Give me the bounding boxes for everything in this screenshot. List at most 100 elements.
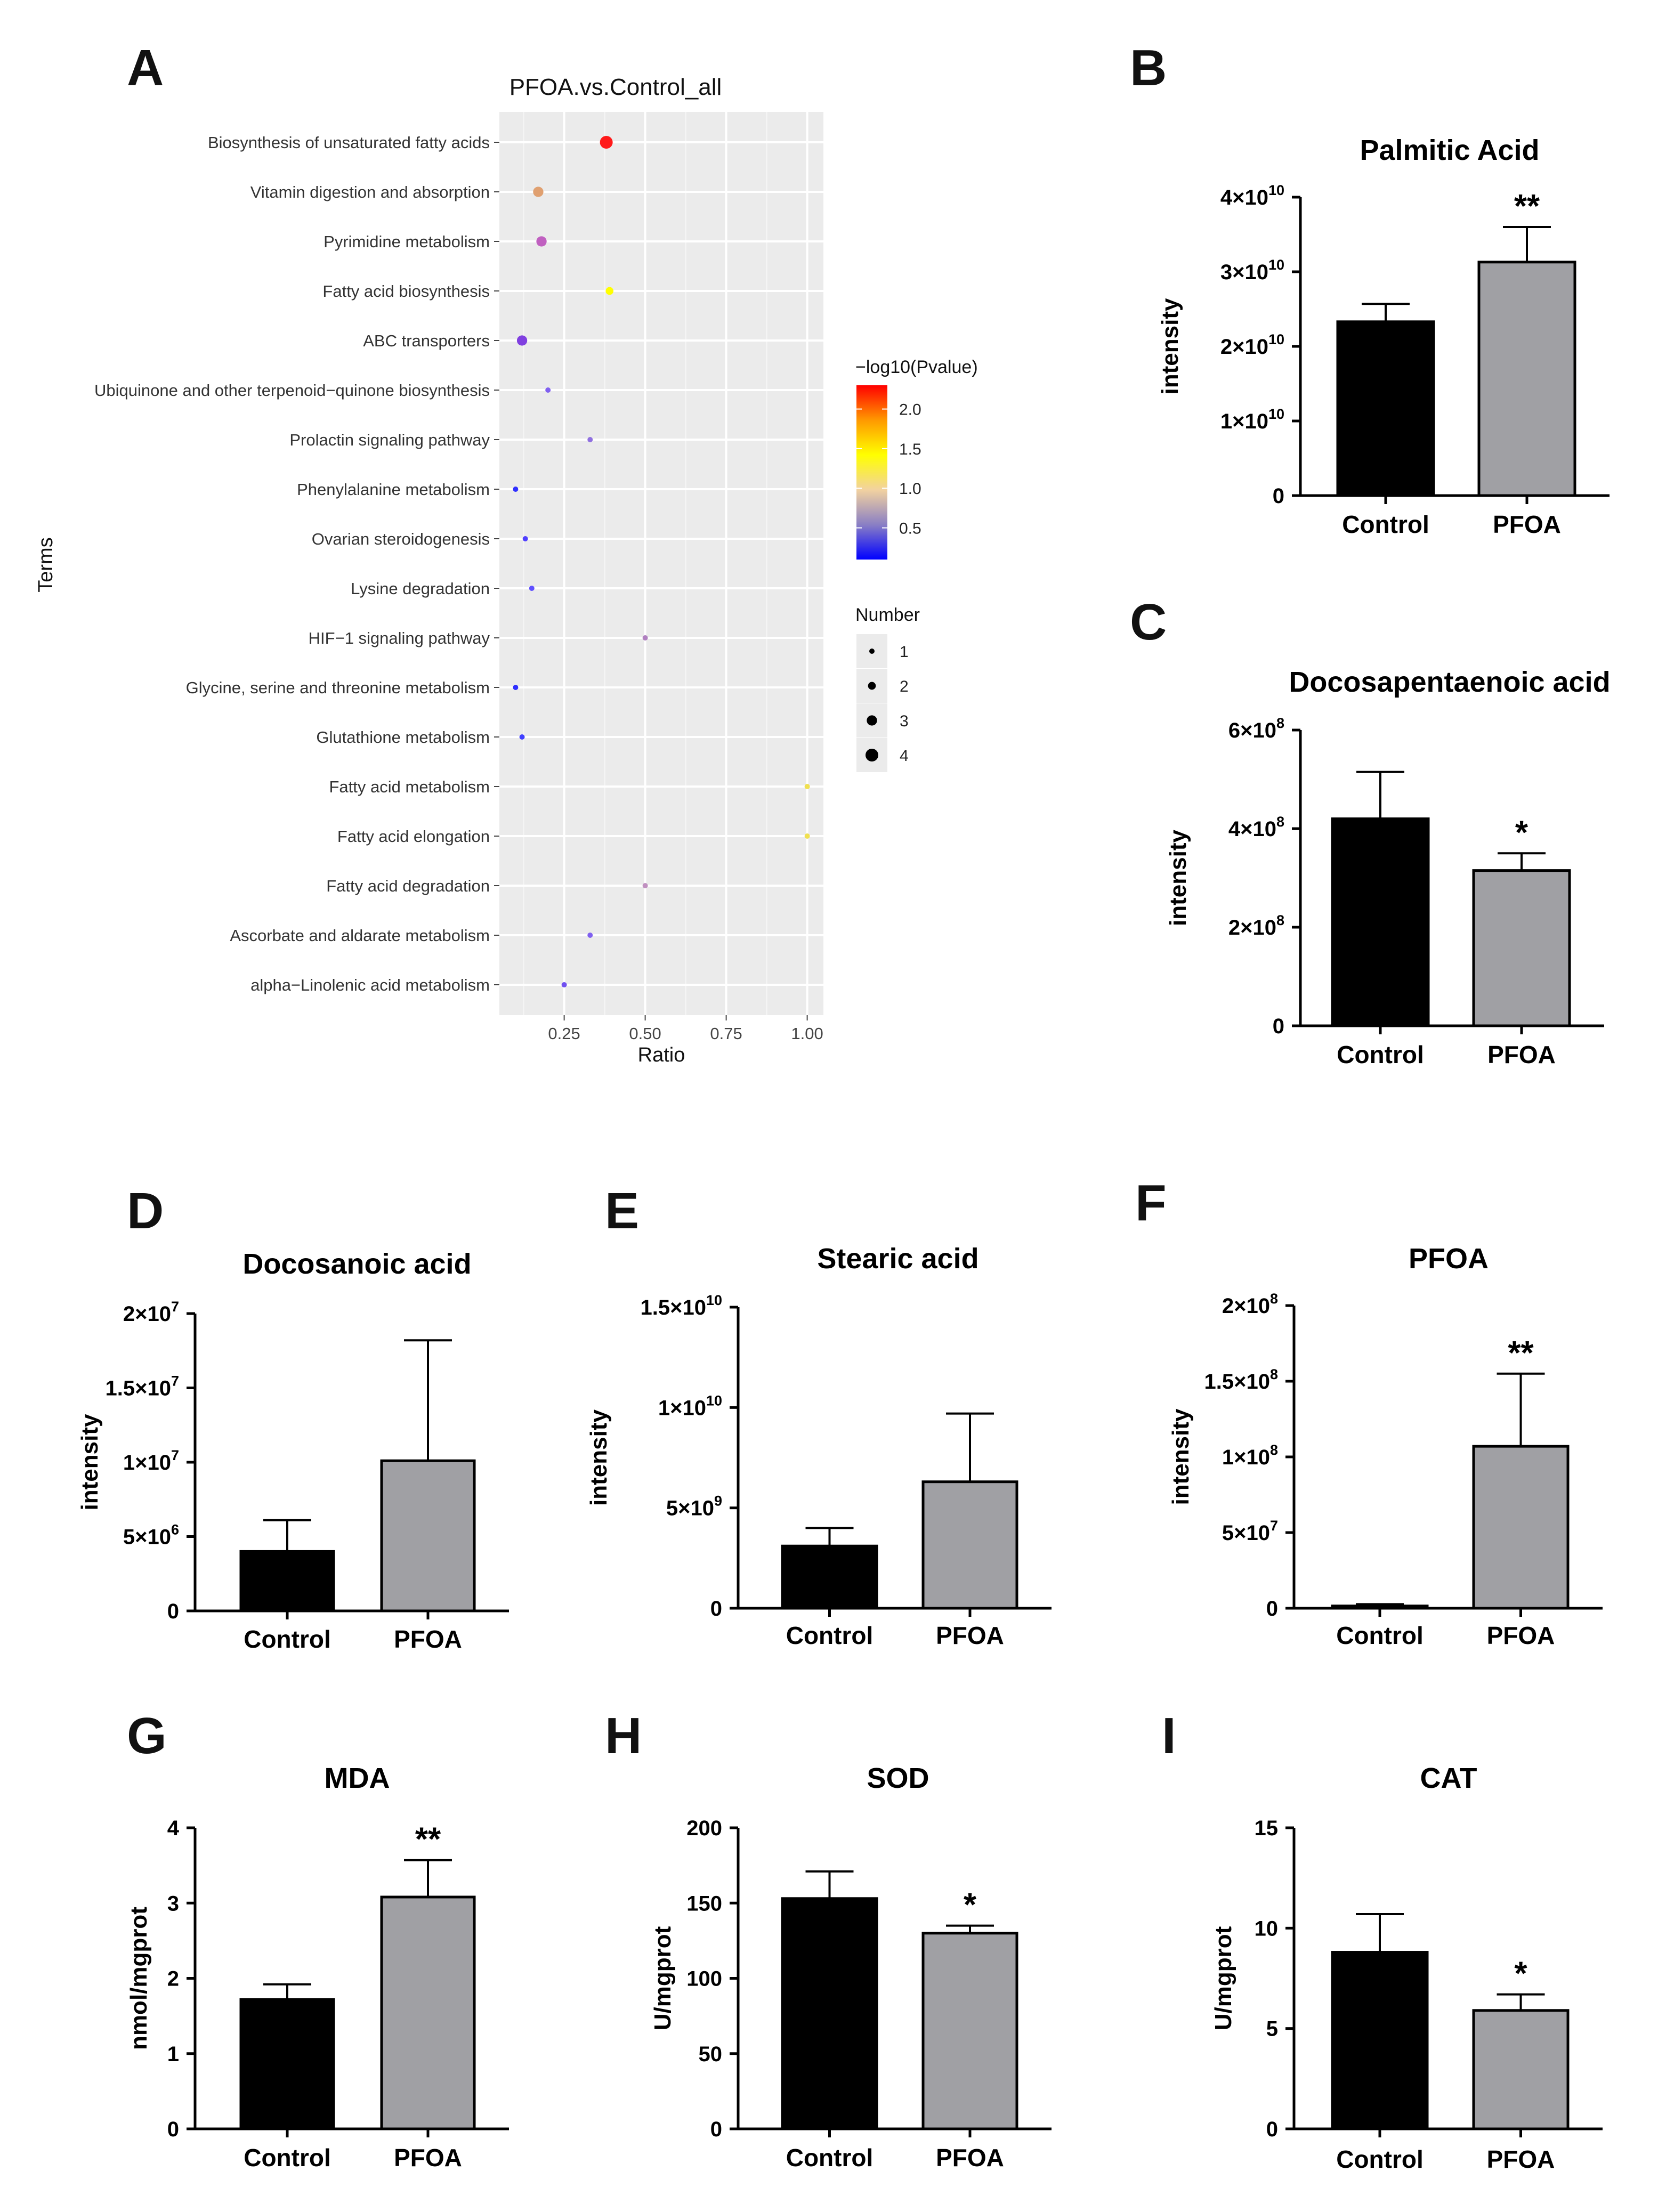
panel-letter-d: D xyxy=(127,1182,164,1239)
bubble-term-label: Ovarian steroidogenesis xyxy=(312,530,490,548)
y-tick-exponent: 8 xyxy=(1270,1366,1278,1382)
y-tick-base: 0 xyxy=(1273,484,1284,508)
y-tick-label: 1.5×108 xyxy=(1204,1366,1279,1393)
bar-pfoa xyxy=(1472,1445,1570,1610)
chart-title: CAT xyxy=(1420,1762,1477,1794)
category-label: PFOA xyxy=(394,2144,462,2172)
y-tick-base: 0 xyxy=(167,1600,179,1623)
bubble-point xyxy=(522,536,528,541)
y-tick-base: 10 xyxy=(1255,1917,1279,1940)
category-label: Control xyxy=(1337,1041,1424,1068)
y-tick-exponent: 6 xyxy=(171,1522,179,1538)
size-legend-dot xyxy=(869,649,875,654)
y-tick-label: 0 xyxy=(1273,1015,1284,1038)
y-tick-exponent: 8 xyxy=(1270,1291,1278,1307)
panel-g: G MDA Control ** PFOA 0 1 2 3 4 nmol/mgprot xyxy=(126,1707,509,2172)
y-tick-label: 6×108 xyxy=(1228,715,1284,742)
y-tick-label: 200 xyxy=(686,1817,722,1840)
color-legend-tick-label: 1.5 xyxy=(899,441,921,458)
y-tick-base: 15 xyxy=(1255,1817,1279,1840)
size-legend-dot xyxy=(868,682,876,690)
bar-pfoa xyxy=(1472,869,1571,1027)
y-tick-label: 0 xyxy=(167,1600,179,1623)
y-tick-exponent: 8 xyxy=(1270,1442,1278,1458)
y-tick-label: 3×1010 xyxy=(1220,257,1284,284)
bubble-term-label: Phenylalanine metabolism xyxy=(297,480,490,499)
panel-letter-b: B xyxy=(1130,39,1167,96)
bar-control xyxy=(239,1998,335,2130)
panel-i: I CAT Control * PFOA 0 5 10 15 U/mgprot xyxy=(1162,1707,1603,2173)
y-axis-label: intensity xyxy=(77,1414,103,1510)
y-tick-label: 50 xyxy=(699,2043,723,2066)
y-axis-label: nmol/mgprot xyxy=(126,1907,152,2050)
bubble-plot-panel xyxy=(499,112,823,1015)
category-label: PFOA xyxy=(1493,511,1561,538)
y-tick-exponent: 10 xyxy=(706,1292,722,1308)
panel-f: FPFOAControl**PFOA05×1071×1081.5×1082×10… xyxy=(1135,1174,1603,1649)
bar-control xyxy=(781,1897,878,2130)
bubble-term-label: Pyrimidine metabolism xyxy=(324,232,490,251)
y-tick-exponent: 7 xyxy=(171,1447,179,1463)
y-tick-base: 2×10 xyxy=(1222,1294,1270,1318)
bubble-term-label: Fatty acid degradation xyxy=(326,877,490,895)
panel-letter-i: I xyxy=(1162,1707,1176,1764)
bubble-term-label: Ascorbate and aldarate metabolism xyxy=(230,926,490,945)
y-tick-label: 0 xyxy=(1266,1597,1278,1620)
y-tick-base: 4 xyxy=(167,1817,180,1840)
chart-title: MDA xyxy=(325,1762,390,1794)
y-tick-base: 1.5×10 xyxy=(106,1377,171,1400)
y-tick-base: 5 xyxy=(1266,2017,1278,2041)
bubble-term-label: Prolactin signaling pathway xyxy=(289,431,490,449)
bubble-x-tick-label: 0.25 xyxy=(548,1024,580,1043)
y-tick-exponent: 8 xyxy=(1276,814,1284,830)
category-label: PFOA xyxy=(936,2144,1004,2172)
y-tick-base: 0 xyxy=(710,1597,722,1620)
y-tick-exponent: 10 xyxy=(706,1392,722,1408)
y-tick-base: 4×10 xyxy=(1220,186,1268,209)
y-tick-label: 1×107 xyxy=(123,1447,179,1474)
y-tick-label: 0 xyxy=(1266,2118,1278,2141)
bubble-term-label: Glutathione metabolism xyxy=(316,728,490,747)
y-tick-base: 100 xyxy=(686,1967,722,1991)
size-legend-dot xyxy=(866,749,878,761)
panel-letter-f: F xyxy=(1135,1174,1167,1231)
y-tick-base: 0 xyxy=(1266,1597,1278,1620)
bubble-point xyxy=(600,136,613,149)
y-tick-exponent: 7 xyxy=(171,1299,179,1315)
significance-marker: ** xyxy=(415,1821,441,1858)
bar-control xyxy=(239,1550,335,1613)
bar-pfoa xyxy=(1472,2009,1570,2130)
significance-marker: * xyxy=(964,1887,977,1924)
y-tick-exponent: 7 xyxy=(171,1373,179,1389)
y-tick-label: 0 xyxy=(710,1597,722,1620)
y-tick-label: 4 xyxy=(167,1817,180,1840)
y-tick-label: 2×107 xyxy=(123,1299,179,1326)
y-tick-exponent: 7 xyxy=(1270,1518,1278,1534)
y-tick-label: 0 xyxy=(710,2118,722,2141)
bubble-point xyxy=(642,883,648,888)
bubble-point xyxy=(513,487,519,492)
panel-a: A PFOA.vs.Control_all 0.25 0.50 0.75 1.00 Bios… xyxy=(35,39,978,1066)
bar-pfoa xyxy=(921,1480,1018,1610)
y-tick-label: 5×107 xyxy=(1222,1518,1278,1545)
chart-title: Docosapentaenoic acid xyxy=(1289,666,1610,698)
y-tick-label: 10 xyxy=(1255,1917,1279,1940)
chart-title: Stearic acid xyxy=(817,1243,978,1275)
bar-pfoa xyxy=(380,1459,476,1613)
y-tick-exponent: 10 xyxy=(1268,331,1284,347)
bar-control xyxy=(1336,320,1435,497)
y-tick-label: 5×106 xyxy=(123,1522,179,1549)
y-tick-base: 2×10 xyxy=(1220,335,1268,359)
bar-pfoa xyxy=(380,1895,476,2130)
y-tick-label: 1×108 xyxy=(1222,1442,1278,1469)
size-legend-label: 3 xyxy=(900,712,909,730)
chart-title: SOD xyxy=(867,1762,929,1794)
bubble-point xyxy=(804,784,810,789)
category-label: PFOA xyxy=(394,1625,462,1653)
bubble-point xyxy=(561,982,567,987)
category-label: PFOA xyxy=(936,1622,1004,1649)
color-legend-title: −log10(Pvalue) xyxy=(855,357,978,377)
bubble-term-label: Biosynthesis of unsaturated fatty acids xyxy=(208,133,490,152)
color-legend-tick-label: 2.0 xyxy=(899,401,921,419)
